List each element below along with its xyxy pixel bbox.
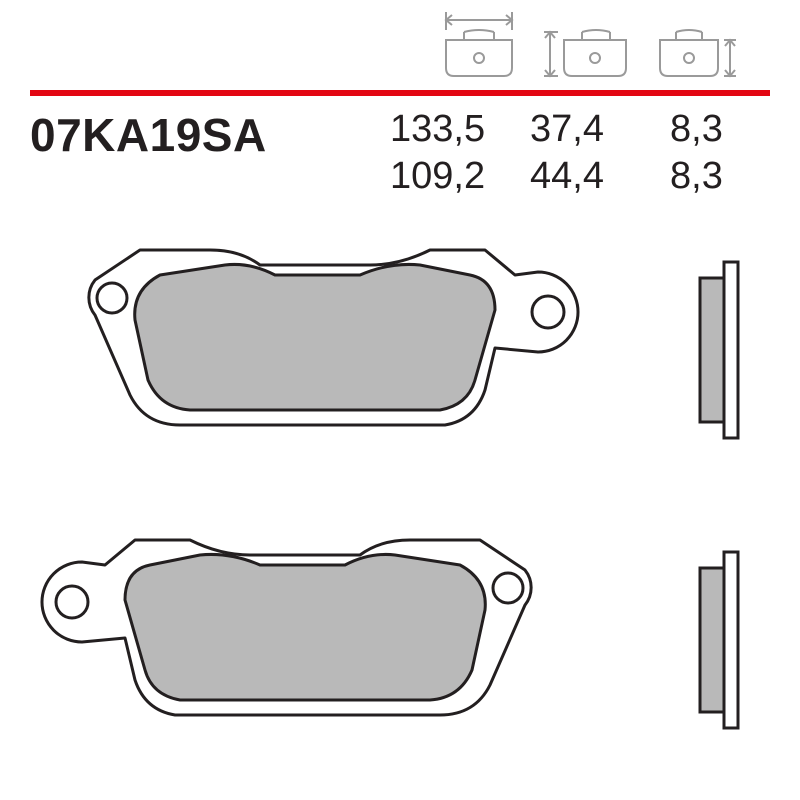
thickness-value: 8,3	[670, 108, 770, 151]
table-row: 109,2 44,4 8,3	[390, 155, 770, 198]
side-view	[680, 540, 760, 740]
dimension-icons-row	[434, 10, 740, 80]
side-view	[680, 250, 760, 450]
thickness-value: 8,3	[670, 155, 770, 198]
front-view	[40, 510, 580, 750]
front-view	[40, 220, 580, 460]
width-value: 133,5	[390, 108, 490, 151]
width-value: 109,2	[390, 155, 490, 198]
brake-pad-drawing-1	[30, 220, 770, 480]
height-dimension-icon	[542, 10, 632, 80]
height-value: 44,4	[530, 155, 630, 198]
table-row: 133,5 37,4 8,3	[390, 108, 770, 151]
dimension-table: 133,5 37,4 8,3 109,2 44,4 8,3	[390, 108, 770, 198]
divider-line	[30, 90, 770, 96]
spec-row: 07KA19SA 133,5 37,4 8,3 109,2 44,4 8,3	[30, 108, 770, 198]
width-dimension-icon	[434, 10, 524, 80]
technical-drawing-area	[30, 220, 770, 770]
spec-sheet: 07KA19SA 133,5 37,4 8,3 109,2 44,4 8,3	[0, 0, 800, 800]
part-number: 07KA19SA	[30, 108, 370, 198]
thickness-dimension-icon	[650, 10, 740, 80]
height-value: 37,4	[530, 108, 630, 151]
brake-pad-drawing-2	[30, 510, 770, 770]
